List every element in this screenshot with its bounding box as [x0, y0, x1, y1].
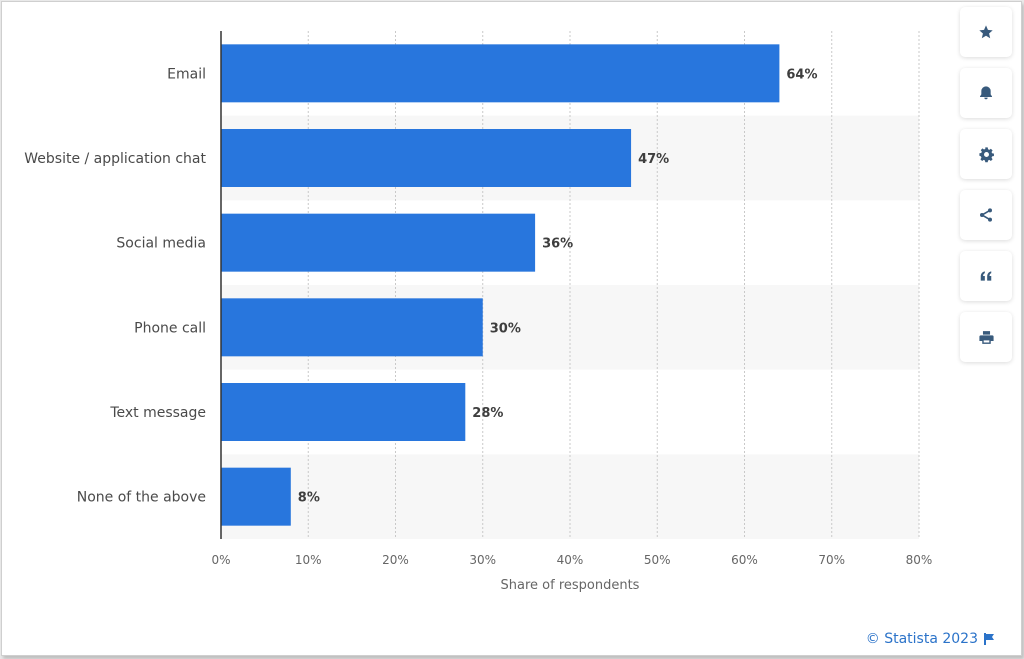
bell-icon — [980, 86, 992, 100]
settings-button[interactable] — [960, 129, 1012, 179]
x-tick-label: 10% — [295, 553, 322, 567]
data-label: 64% — [786, 67, 817, 82]
print-button[interactable] — [960, 312, 1012, 362]
data-label: 28% — [472, 406, 503, 421]
statista-credit[interactable]: © Statista 2023 — [866, 631, 995, 647]
bar — [221, 298, 483, 357]
category-label: Website / application chat — [24, 151, 206, 167]
x-tick-label: 60% — [731, 553, 758, 567]
data-label: 47% — [638, 152, 669, 167]
category-label: Social media — [116, 236, 206, 252]
credit-link[interactable]: © Statista 2023 — [865, 631, 978, 647]
cite-button[interactable] — [960, 251, 1012, 301]
x-tick-label: 80% — [906, 553, 933, 567]
data-label: 30% — [490, 321, 521, 336]
data-label: 8% — [298, 491, 320, 506]
quote-icon — [980, 271, 992, 281]
x-axis-title: Share of respondents — [501, 578, 640, 593]
data-label: 36% — [542, 237, 573, 252]
x-tick-label: 20% — [382, 553, 409, 567]
flag-icon[interactable] — [984, 633, 995, 645]
chart-toolbar — [960, 7, 1012, 373]
bar — [221, 44, 780, 103]
x-tick-label: 30% — [469, 553, 496, 567]
x-tick-label: 0% — [211, 553, 230, 567]
share-icon — [980, 208, 992, 222]
gear-icon — [978, 146, 994, 162]
x-tick-label: 40% — [557, 553, 584, 567]
notification-button[interactable] — [960, 68, 1012, 118]
favorite-button[interactable] — [960, 7, 1012, 57]
star-icon — [979, 25, 993, 39]
share-button[interactable] — [960, 190, 1012, 240]
category-label: Text message — [109, 405, 206, 421]
print-icon — [978, 330, 994, 344]
category-label: Email — [167, 66, 206, 82]
bar — [221, 129, 632, 187]
bar — [221, 213, 536, 272]
x-tick-label: 50% — [644, 553, 671, 567]
bar — [221, 383, 466, 441]
x-tick-label: 70% — [818, 553, 845, 567]
category-label: None of the above — [77, 490, 206, 506]
bar — [221, 467, 291, 526]
category-label: Phone call — [134, 320, 206, 336]
